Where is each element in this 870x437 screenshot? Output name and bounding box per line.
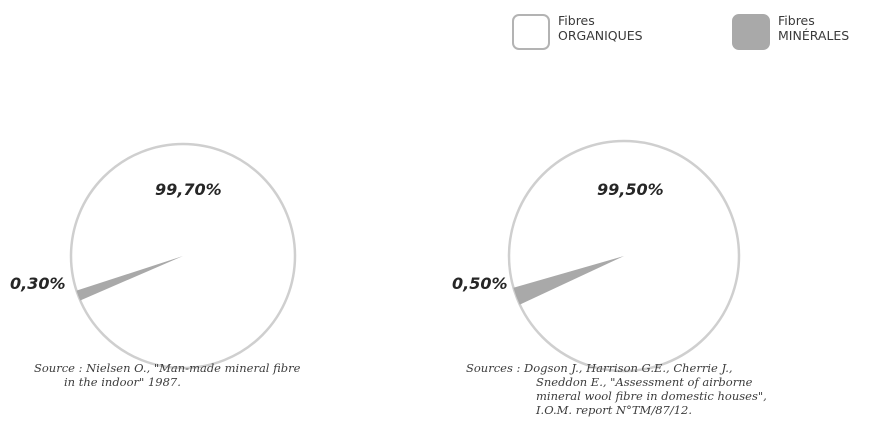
source-2-line2: Sneddon E., "Assessment of airborne bbox=[536, 375, 753, 389]
pie-chart-1: 99,70% 0,30% bbox=[10, 142, 297, 370]
pie-2-label-mineral: 0,50% bbox=[452, 274, 508, 293]
legend-mineral-line2: MINÉRALES bbox=[778, 28, 850, 43]
source-1-line2: in the indoor" 1987. bbox=[64, 375, 181, 389]
legend-organic-line2: ORGANIQUES bbox=[558, 28, 643, 43]
legend-swatch-organic bbox=[512, 14, 550, 50]
source-2-line1: Sources : Dogson J., Harrison G.E., Cher… bbox=[466, 361, 733, 375]
pie-2-label-organic: 99,50% bbox=[597, 180, 664, 199]
pie-1-label-mineral: 0,30% bbox=[10, 274, 66, 293]
legend-label-organic: Fibres ORGANIQUES bbox=[558, 13, 643, 43]
pie-chart-2: 99,50% 0,50% bbox=[452, 139, 741, 373]
source-2-line4: I.O.M. report N°TM/87/12. bbox=[536, 403, 692, 417]
pie-1-label-organic: 99,70% bbox=[155, 180, 222, 199]
pie-1-slice-mineral bbox=[76, 256, 183, 301]
legend: Fibres ORGANIQUES Fibres MINÉRALES bbox=[512, 10, 867, 54]
pie-2-slice-mineral bbox=[513, 256, 624, 305]
legend-mineral-line1: Fibres bbox=[778, 13, 815, 28]
legend-label-mineral: Fibres MINÉRALES bbox=[778, 13, 849, 43]
legend-swatch-mineral bbox=[732, 14, 770, 50]
source-note-2: Sources : Dogson J., Harrison G.E., Cher… bbox=[466, 361, 767, 417]
source-note-1: Source : Nielsen O., "Man-made mineral f… bbox=[34, 361, 300, 389]
legend-organic-line1: Fibres bbox=[558, 13, 595, 28]
source-1-line1: Source : Nielsen O., "Man-made mineral f… bbox=[34, 361, 301, 375]
source-2-line3: mineral wool fibre in domestic houses", bbox=[536, 389, 767, 403]
